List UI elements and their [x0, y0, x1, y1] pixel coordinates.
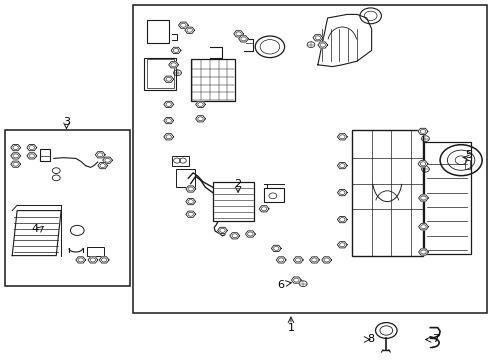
Text: 7: 7: [431, 334, 438, 345]
Polygon shape: [229, 233, 239, 239]
Text: 1: 1: [287, 323, 294, 333]
Polygon shape: [95, 152, 105, 158]
Polygon shape: [245, 231, 255, 237]
Bar: [176, 169, 194, 187]
Polygon shape: [184, 27, 194, 33]
Text: 4: 4: [32, 224, 39, 234]
Polygon shape: [276, 257, 285, 263]
Polygon shape: [271, 245, 281, 252]
Polygon shape: [27, 144, 37, 151]
Polygon shape: [337, 162, 346, 169]
Text: 6: 6: [277, 280, 284, 290]
Polygon shape: [163, 76, 173, 82]
Bar: [146, 20, 168, 43]
Polygon shape: [185, 186, 195, 192]
Bar: [264, 188, 283, 202]
Polygon shape: [337, 134, 346, 140]
Polygon shape: [233, 31, 243, 37]
Bar: [40, 149, 50, 161]
Polygon shape: [317, 14, 371, 67]
Polygon shape: [102, 157, 112, 163]
Bar: [144, 58, 176, 90]
Polygon shape: [321, 257, 331, 263]
Text: 5: 5: [464, 150, 471, 160]
Polygon shape: [337, 242, 346, 248]
Bar: [146, 59, 173, 88]
Polygon shape: [418, 195, 427, 201]
Polygon shape: [185, 211, 195, 217]
Polygon shape: [88, 257, 98, 263]
Bar: [464, 160, 469, 169]
Polygon shape: [12, 211, 61, 256]
Bar: [212, 182, 254, 221]
Polygon shape: [178, 22, 188, 28]
Bar: [190, 59, 234, 101]
Polygon shape: [317, 42, 327, 48]
Polygon shape: [259, 206, 268, 212]
Polygon shape: [27, 153, 37, 159]
Bar: [133, 5, 486, 313]
Polygon shape: [168, 62, 178, 68]
Polygon shape: [418, 224, 427, 230]
Polygon shape: [11, 153, 20, 159]
Polygon shape: [171, 47, 181, 54]
Polygon shape: [291, 277, 301, 283]
Text: 2: 2: [234, 179, 241, 189]
Bar: [87, 247, 104, 256]
Polygon shape: [11, 161, 20, 167]
Polygon shape: [337, 216, 346, 223]
Polygon shape: [11, 144, 20, 151]
Polygon shape: [99, 257, 109, 263]
Bar: [424, 142, 470, 254]
Polygon shape: [312, 35, 322, 41]
Polygon shape: [418, 249, 427, 255]
Polygon shape: [195, 101, 205, 108]
Text: 3: 3: [63, 117, 70, 127]
Polygon shape: [185, 198, 195, 205]
Polygon shape: [309, 257, 319, 263]
Polygon shape: [163, 117, 173, 124]
Polygon shape: [217, 227, 227, 234]
Polygon shape: [76, 257, 85, 263]
Polygon shape: [293, 257, 303, 263]
Polygon shape: [337, 189, 346, 196]
Polygon shape: [163, 101, 173, 108]
Bar: [5, 130, 129, 286]
Bar: [351, 130, 422, 256]
Polygon shape: [195, 116, 205, 122]
Polygon shape: [417, 161, 427, 167]
Polygon shape: [417, 128, 427, 135]
Bar: [172, 156, 189, 166]
Polygon shape: [98, 162, 107, 169]
Text: 8: 8: [366, 334, 373, 345]
Polygon shape: [163, 134, 173, 140]
Polygon shape: [238, 36, 248, 42]
